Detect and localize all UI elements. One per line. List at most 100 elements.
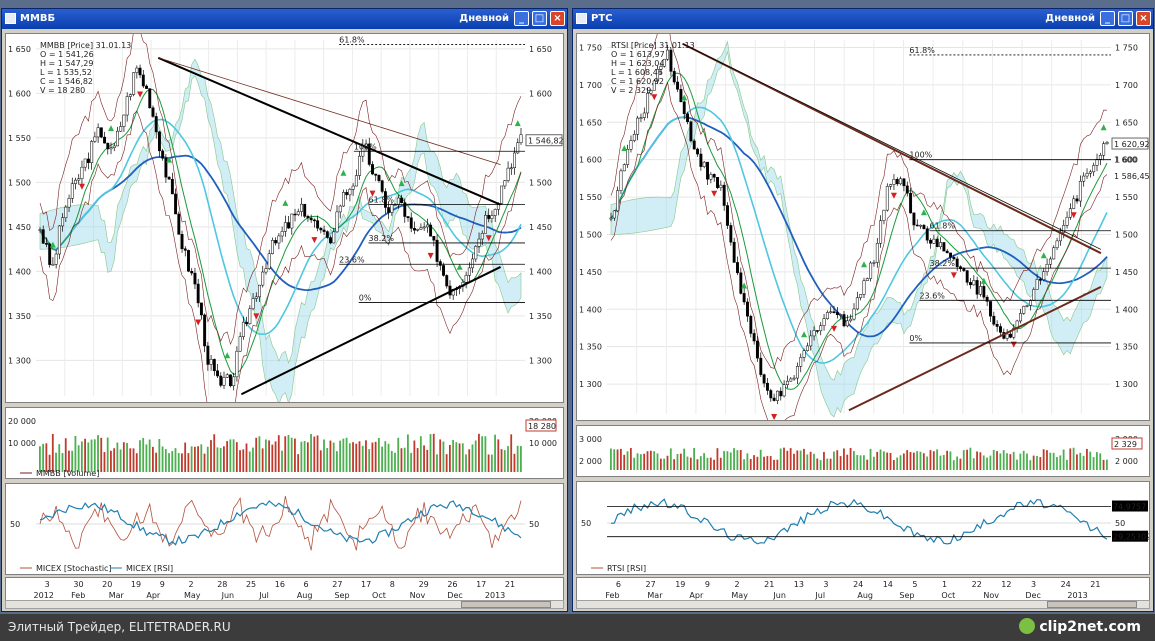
month-tick-label: May — [184, 591, 201, 600]
volume-bar — [45, 443, 48, 472]
volume-bar — [699, 456, 702, 470]
volume-bar — [474, 440, 477, 472]
candle-body — [429, 224, 433, 237]
volume-bar — [358, 441, 361, 472]
price-legend-line: V = 2 329 — [611, 86, 651, 95]
volume-bar — [306, 442, 309, 472]
candle-body — [1082, 175, 1086, 182]
month-tick-label: 2012 — [34, 591, 54, 600]
candle-body — [975, 280, 979, 295]
volume-bar — [683, 448, 686, 470]
y-tick-label-left: 1 500 — [8, 178, 31, 187]
candle-body — [822, 318, 826, 326]
envelope-line — [39, 34, 522, 346]
candle-body — [686, 113, 690, 123]
oscillator-pane-right[interactable]: 50 50 74,9757 29,25302 RTSI [RSI] — [576, 481, 1150, 575]
candle-body — [174, 193, 178, 215]
y-tick-label-left: 1 500 — [579, 230, 602, 239]
volume-bar — [232, 439, 235, 472]
candle-body — [659, 66, 663, 70]
volume-bar — [187, 453, 190, 472]
candle-body — [1022, 306, 1026, 314]
candle-body — [80, 166, 84, 179]
candle-body — [212, 359, 216, 372]
close-button[interactable]: × — [550, 11, 565, 26]
volume-bar — [803, 448, 805, 470]
maximize-button[interactable]: □ — [532, 11, 547, 26]
date-tick-label: 30 — [73, 580, 83, 589]
month-tick-label: Feb — [71, 591, 85, 600]
timeframe-label[interactable]: Дневной — [1045, 13, 1095, 24]
y-tick-label-left: 1 700 — [579, 81, 602, 90]
volume-bar — [610, 448, 612, 470]
horizontal-scrollbar-right[interactable] — [576, 600, 1150, 609]
sell-signal-icon — [890, 192, 897, 199]
horizontal-scrollbar-left[interactable] — [5, 600, 564, 609]
candle-body — [277, 235, 281, 244]
minimize-button[interactable]: _ — [514, 11, 529, 26]
volume-bar — [158, 439, 161, 472]
candle-body — [167, 176, 171, 180]
volume-bar — [203, 453, 206, 472]
month-tick-label: Apr — [689, 591, 704, 600]
buy-signal-icon — [621, 145, 628, 152]
candle-body — [513, 152, 516, 169]
candle-body — [666, 49, 670, 60]
candle-body — [842, 314, 846, 327]
scrollbar-thumb[interactable] — [461, 601, 551, 608]
fibonacci-label: 100% — [909, 151, 932, 160]
candle-body — [912, 212, 916, 226]
candle-body — [952, 257, 956, 260]
trendline — [682, 43, 1102, 250]
volume-bar — [686, 456, 689, 470]
candle-body — [1085, 173, 1089, 177]
candle-body — [682, 101, 686, 115]
candle-body — [1009, 333, 1012, 338]
candle-body — [962, 268, 966, 271]
volume-bar — [663, 458, 666, 470]
volume-bar — [507, 446, 509, 472]
scrollbar-thumb[interactable] — [1047, 601, 1137, 608]
candle-body — [487, 214, 491, 219]
volume-bar — [966, 449, 968, 470]
timeframe-label[interactable]: Дневной — [459, 13, 509, 24]
volume-bar — [129, 448, 132, 472]
close-button[interactable]: × — [1136, 11, 1151, 26]
chart-app-icon — [576, 13, 587, 24]
month-tick-label: Nov — [983, 591, 999, 600]
y-tick-label-right: 1 300 — [529, 356, 552, 365]
sell-signal-icon — [711, 190, 718, 197]
candle-body — [802, 350, 806, 358]
oscillator-chart-right: 50 50 74,9757 29,25302 RTSI [RSI] — [581, 498, 1149, 573]
trendline — [158, 57, 501, 165]
volume-bar — [97, 435, 99, 472]
oscillator-pane-left[interactable]: 50 50 MICEX [Stochastic] MICEX [RSI] — [5, 483, 564, 575]
candle-body — [390, 204, 394, 213]
oscillator-legend-label: RTSI [RSI] — [607, 564, 646, 573]
volume-bar — [1086, 449, 1088, 470]
volume-bar — [355, 443, 358, 472]
volume-bar — [139, 440, 141, 472]
footer-brand[interactable]: clip2net.com — [1019, 618, 1141, 635]
volume-bar — [1072, 447, 1075, 470]
candle-body — [422, 226, 426, 229]
candle-body — [672, 71, 676, 83]
candle-body — [106, 142, 110, 150]
volume-bar — [468, 449, 471, 472]
volume-bar — [1046, 450, 1048, 470]
candle-body — [86, 158, 90, 163]
price-pane-right[interactable]: 1 750 1 750 1 700 1 700 1 650 1 650 1 600 1 600… — [576, 33, 1150, 421]
candle-body — [309, 217, 313, 221]
minimize-button[interactable]: _ — [1100, 11, 1115, 26]
volume-bar — [64, 438, 67, 472]
maximize-button[interactable]: □ — [1118, 11, 1133, 26]
volume-bar — [242, 449, 245, 472]
candle-body — [772, 397, 776, 401]
volume-bar — [452, 439, 455, 472]
date-tick-label: 17 — [361, 580, 371, 589]
